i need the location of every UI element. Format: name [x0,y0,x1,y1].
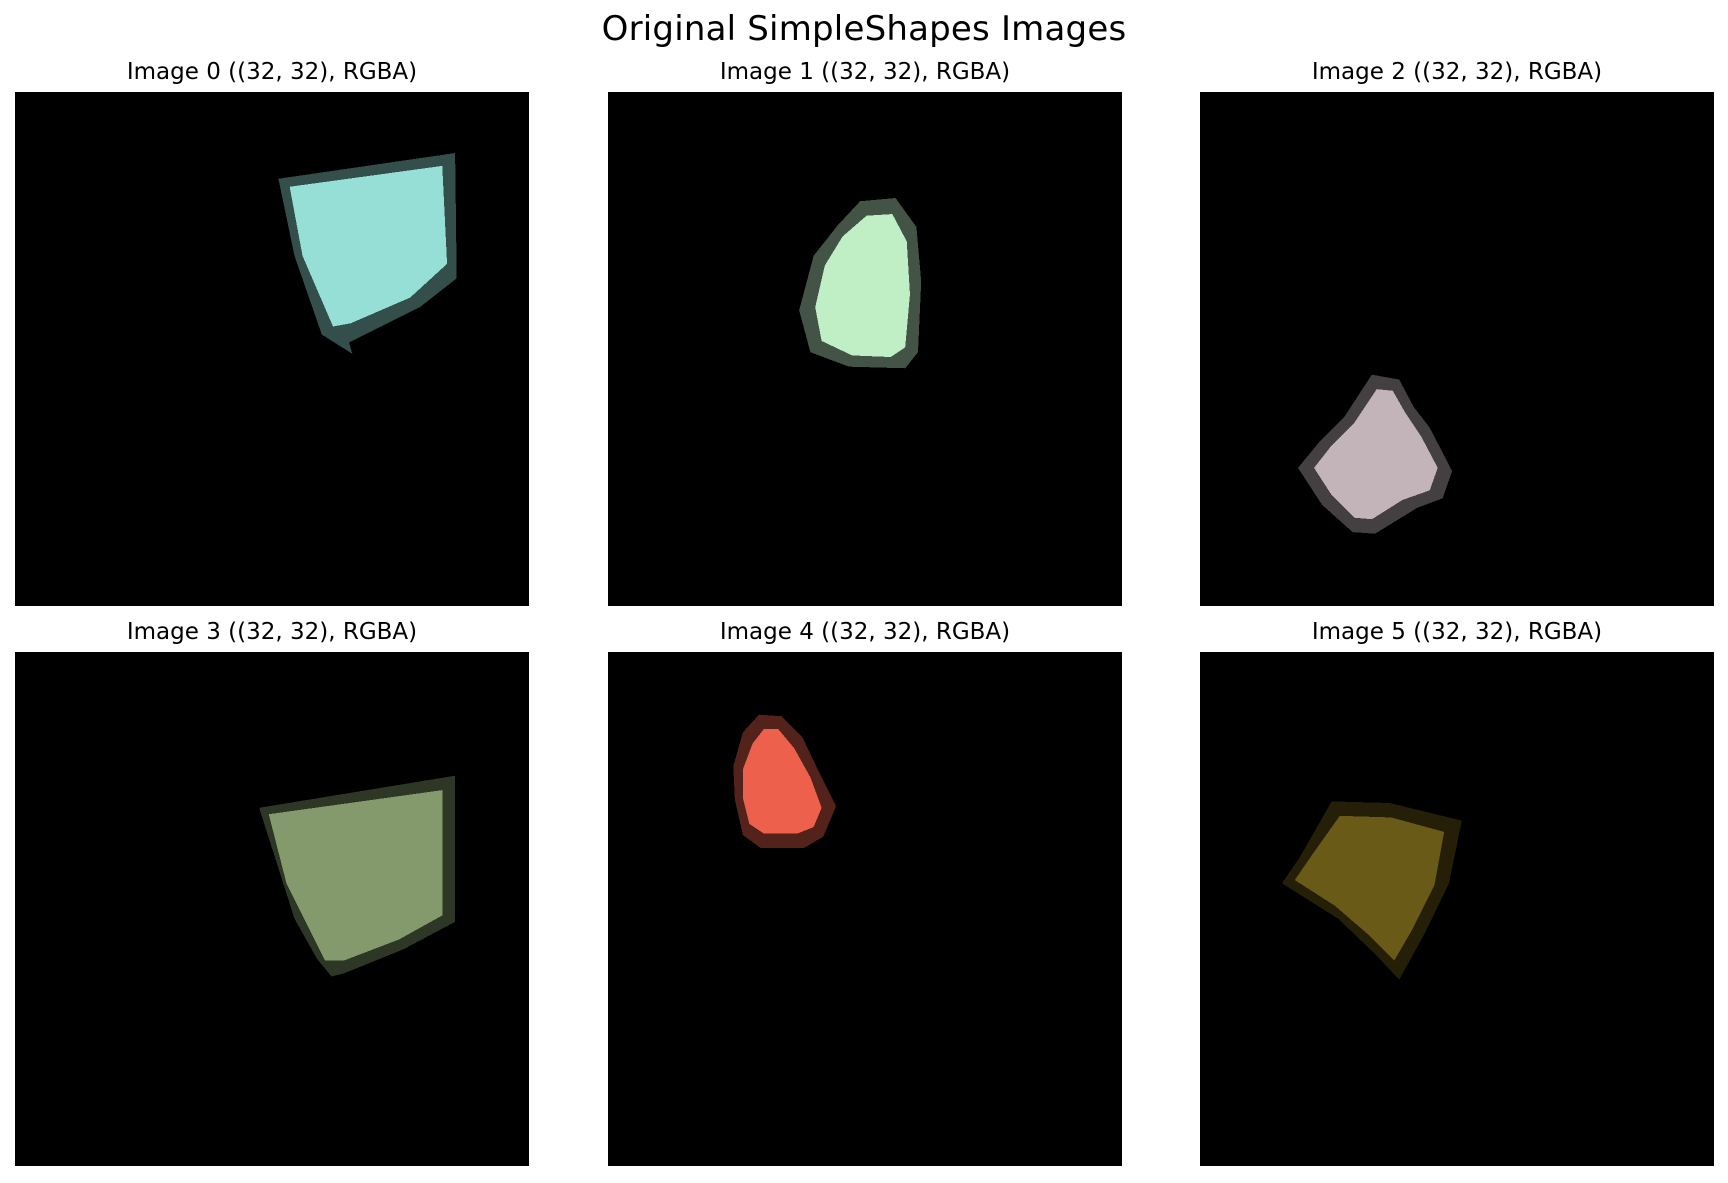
triangle-shape-image [1200,652,1714,1166]
image-title-0: Image 0 ((32, 32), RGBA) [126,59,418,85]
triangle-shape-image [15,92,529,606]
triangle-shape-image [15,652,529,1166]
image-title-2: Image 2 ((32, 32), RGBA) [1311,59,1603,85]
shape-body [289,165,448,327]
image-canvas-1 [608,92,1122,606]
image-canvas-3 [15,652,529,1166]
image-canvas-2 [1200,92,1714,606]
image-canvas-5 [1200,652,1714,1166]
figure-title: Original SimpleShapes Images [601,9,1127,49]
image-title-5: Image 5 ((32, 32), RGBA) [1311,619,1603,645]
shape-body [742,729,822,834]
shape-body [268,790,443,961]
shape-body [815,214,910,358]
egg-shape-image [608,652,1122,1166]
diamond-shape-image [1200,92,1714,606]
image-title-3: Image 3 ((32, 32), RGBA) [126,619,418,645]
image-canvas-0 [15,92,529,606]
shape-body [1294,815,1445,961]
egg-shape-image [608,92,1122,606]
image-title-4: Image 4 ((32, 32), RGBA) [719,619,1011,645]
image-canvas-4 [608,652,1122,1166]
image-title-1: Image 1 ((32, 32), RGBA) [719,59,1011,85]
shape-body [1314,389,1438,520]
